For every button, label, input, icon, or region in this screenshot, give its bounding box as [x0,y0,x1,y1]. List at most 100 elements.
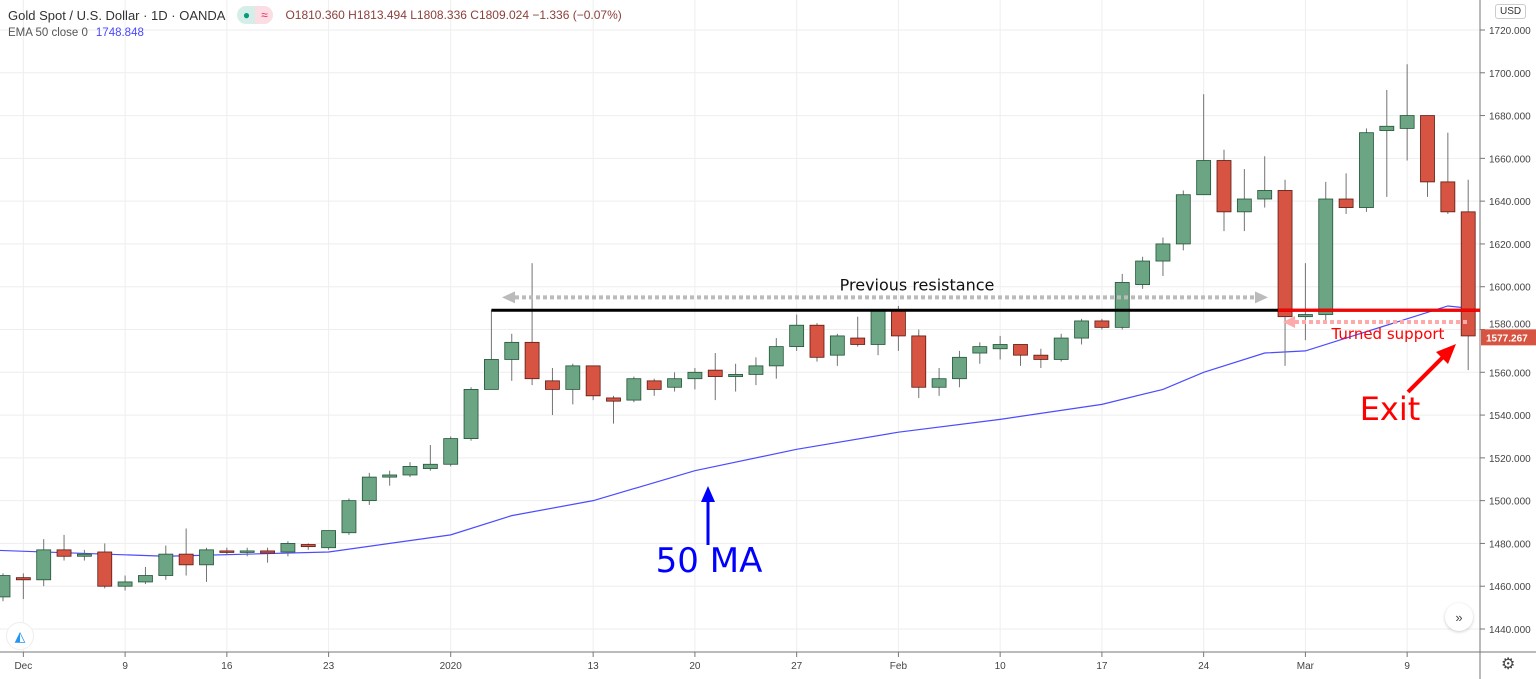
x-tick-label: 24 [1198,661,1210,672]
currency-button[interactable]: USD [1495,4,1527,19]
settings-gear-icon[interactable]: ⚙ [1501,656,1516,673]
candle-bullish [1359,132,1374,208]
candle-bullish [443,438,459,465]
status-badge[interactable]: ● ≈ [237,6,274,24]
candle-bearish [15,577,31,581]
candle-bullish [1257,190,1273,200]
candle-bullish [199,549,214,566]
x-tick-label: 10 [995,661,1007,672]
y-tick-label: 1440.000 [1489,625,1531,636]
arrow-head-icon [1436,344,1456,364]
y-tick-label: 1580.000 [1489,319,1531,330]
x-tick-label: 9 [122,661,128,672]
candle-bullish [728,374,743,377]
y-tick-label: 1520.000 [1489,454,1531,465]
resistance-label: Previous resistance [840,275,995,294]
candle-bullish [972,346,988,354]
x-tick-label: 23 [323,661,335,672]
candle-bullish [1379,125,1395,131]
y-tick-label: 1620.000 [1489,240,1531,251]
candle-bearish [97,551,113,587]
indicator-legend[interactable]: EMA 50 close 0 1748.848 [8,27,144,39]
x-tick-label: 27 [791,661,803,672]
candle-bullish [504,341,520,360]
y-tick-label: 1680.000 [1489,112,1531,123]
candle-bullish [1318,198,1334,315]
exit-label: Exit [1360,390,1421,428]
x-tick-label: 16 [221,661,233,672]
candle-bullish [1053,337,1069,360]
x-tick-label: 2020 [440,661,463,672]
candle-bearish [178,553,194,566]
candle-bearish [850,337,866,345]
candle-bullish [321,530,337,549]
candle-bullish [829,335,845,356]
candle-bullish [1175,194,1191,245]
candle-bullish [422,463,438,469]
y-tick-label: 1560.000 [1489,368,1531,379]
candle-bullish [1196,160,1212,196]
candle-bullish [1135,260,1150,285]
market-status-dot-icon: ● [237,6,256,24]
y-tick-label: 1460.000 [1489,582,1531,593]
x-tick-label: Dec [14,661,32,672]
candle-bullish [687,371,703,380]
candle-bullish [1155,243,1171,262]
last-price-label: 1577.267 [1486,333,1528,344]
ema-50-line [0,305,1469,557]
exit-arrow [1406,350,1450,394]
x-tick-label: Mar [1297,661,1315,672]
candle-bullish [992,344,1008,350]
candle-bearish [646,380,662,390]
candle-bearish [1460,211,1476,337]
arrow-left-icon [502,291,515,304]
y-tick-label: 1480.000 [1489,539,1531,550]
ma-label: 50 MA [656,541,763,581]
candle-bullish [626,378,642,401]
candle-bullish [667,378,682,388]
y-tick-label: 1500.000 [1489,497,1531,508]
y-tick-label: 1640.000 [1489,197,1531,208]
candle-bullish [361,476,377,502]
candle-bullish [382,474,398,478]
candle-bearish [545,380,560,390]
candle-bearish [585,365,601,397]
arrow-up-icon [701,486,715,502]
candle-bearish [1440,181,1456,213]
y-tick-label: 1600.000 [1489,283,1531,294]
candle-bullish [768,346,784,367]
scroll-forward-icon[interactable]: » [1445,603,1473,631]
candle-bearish [891,309,906,337]
candle-bearish [1420,115,1435,183]
candle-bearish [1338,198,1354,208]
candle-bullish [0,575,11,598]
candle-bullish [748,365,764,375]
indicator-value: 1748.848 [95,27,144,39]
candle-bullish [280,543,296,553]
symbol-title[interactable]: Gold Spot / U.S. Dollar · 1D · OANDA [8,7,226,23]
tradingview-logo-icon[interactable]: ◭ [6,622,34,650]
ohlc-values: O1810.360 H1813.494 L1808.336 C1809.024 … [285,8,622,22]
y-tick-label: 1660.000 [1489,154,1531,165]
candle-bearish [1033,354,1049,360]
chart-header: Gold Spot / U.S. Dollar · 1D · OANDA ● ≈… [8,6,622,24]
y-tick-label: 1720.000 [1489,26,1531,37]
candle-bullish [931,378,947,388]
candle-bearish [809,324,825,358]
last-price-tag [1481,329,1536,346]
candle-bullish [1298,314,1313,318]
candle-bullish [402,466,418,476]
candle-bullish [341,500,357,534]
candle-bullish [870,309,886,345]
candle-bullish [36,549,52,581]
candle-bearish [219,550,235,553]
x-tick-label: 17 [1096,661,1108,672]
candle-bullish [117,581,133,587]
candle-bullish [463,388,479,440]
arrow-left-icon [1283,316,1295,329]
indicator-label: EMA 50 close 0 [8,27,88,39]
candle-bullish [789,324,805,348]
candle-bullish [1114,282,1130,328]
